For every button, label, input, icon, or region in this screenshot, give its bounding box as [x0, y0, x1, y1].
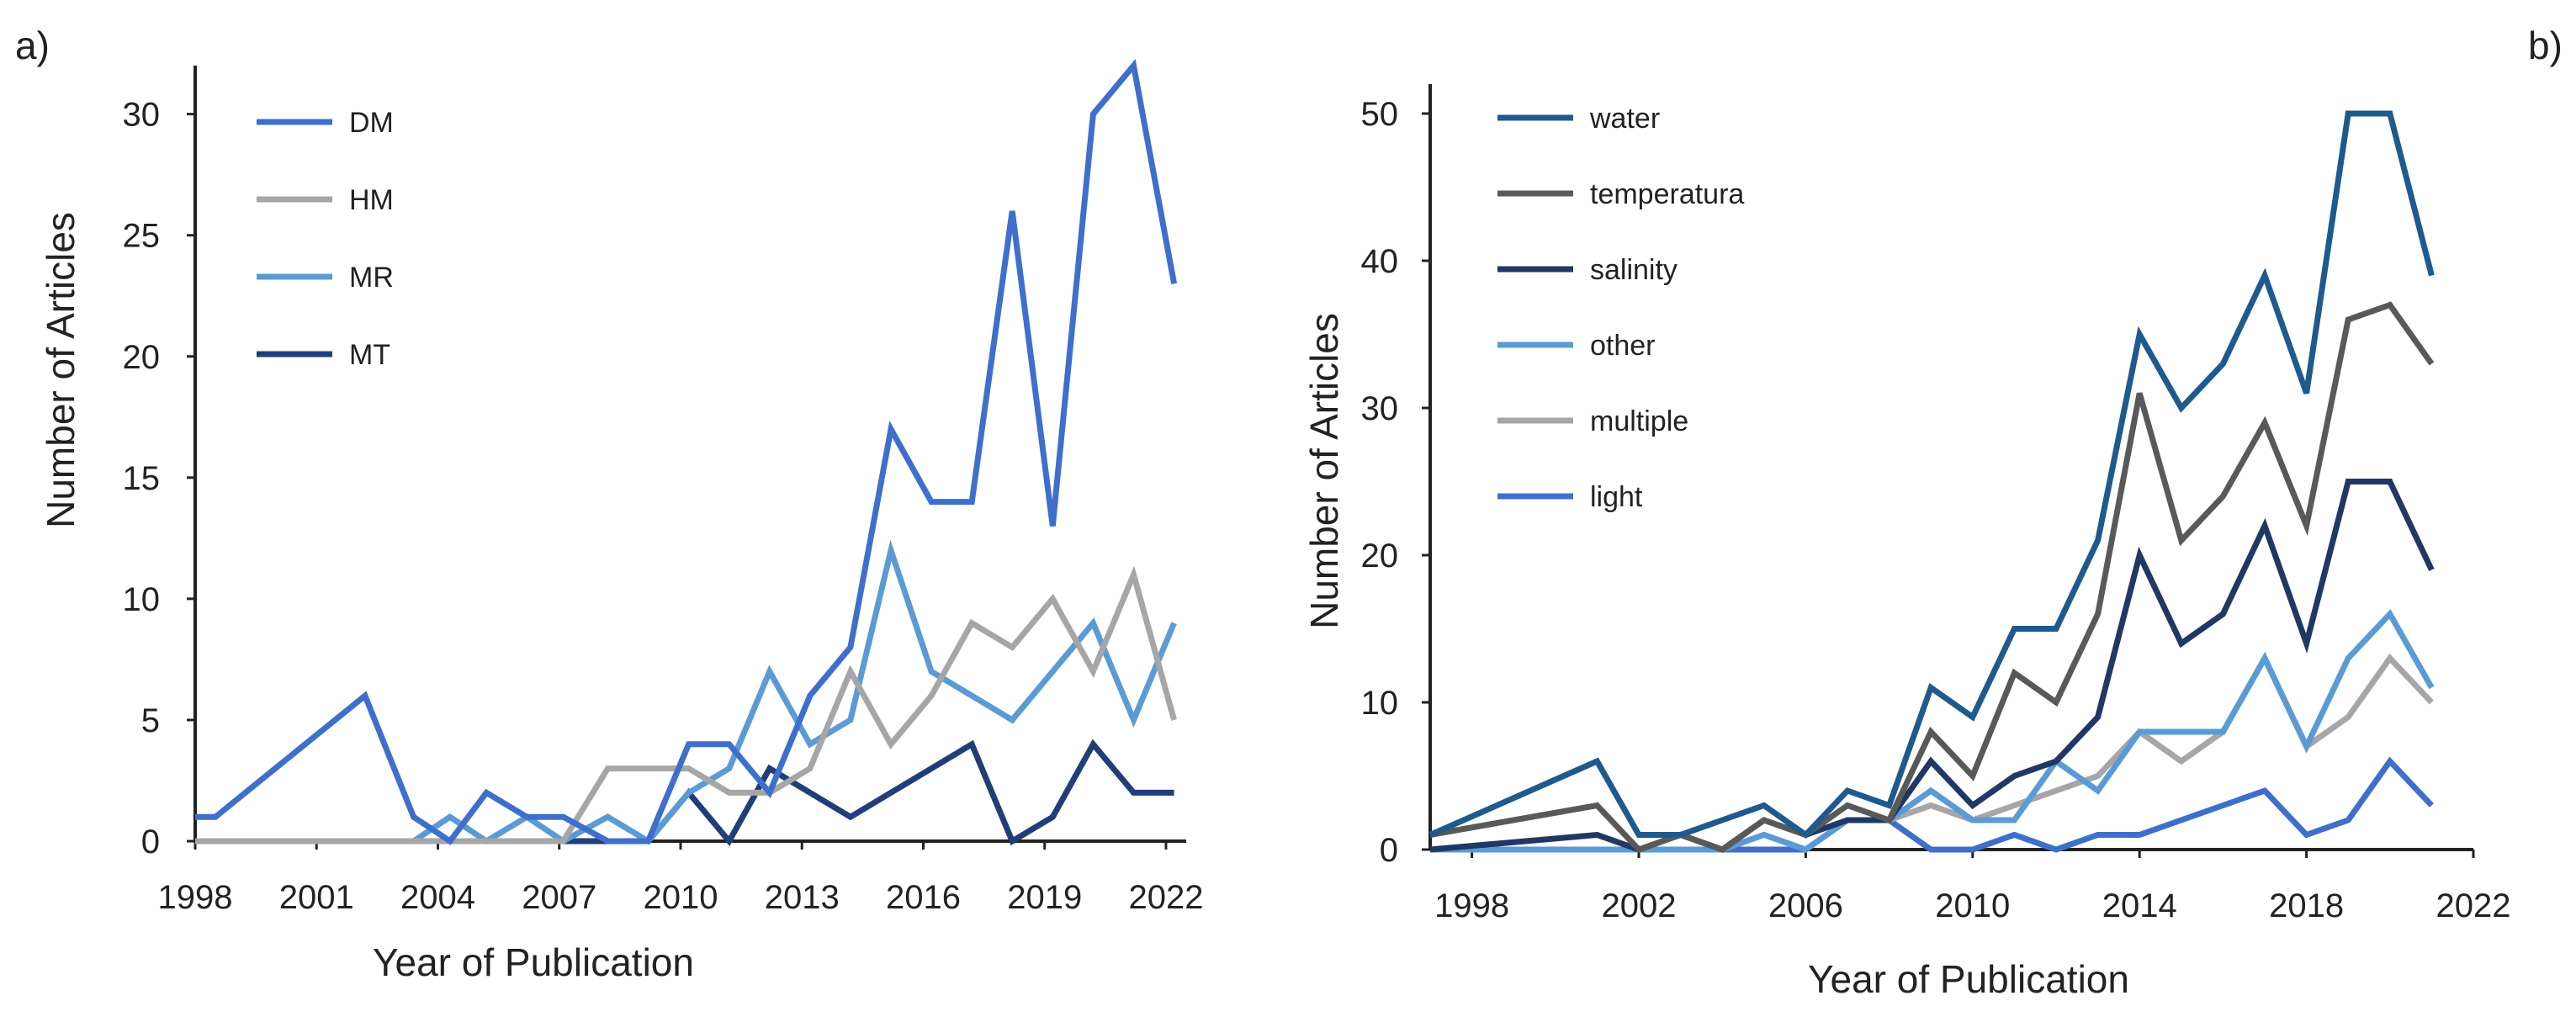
panel-a-series-line-DM	[195, 59, 1178, 845]
panel-b-y-tick-label: 10	[1361, 685, 1399, 722]
panel-a-y-tick-label: 10	[123, 581, 161, 618]
panel-b-x-tick-label: 2006	[1768, 887, 1843, 924]
panel-a-legend-label-MT: MT	[349, 339, 390, 371]
panel-a-legend-label-DM: DM	[349, 107, 394, 139]
panel-b-label: b)	[2528, 24, 2563, 67]
panel-a-series	[195, 59, 1178, 847]
panel-a-y-tick-label: 20	[123, 339, 161, 376]
panel-b-x-tick-label: 2022	[2436, 887, 2511, 924]
panel-b-y-tick-label: 40	[1361, 243, 1399, 280]
panel-b-y-tick-label: 20	[1361, 537, 1399, 575]
panel-a-x-axis-title: Year of Publication	[373, 940, 694, 984]
panel-b-series-line-temperatura	[1429, 301, 2435, 854]
panel-a-chart: a) 0 5 10 15 20 25 30 1998 2001 2004 2007 2010 2013 2…	[15, 24, 1203, 984]
panel-a-legend: DM HM MR MT	[257, 107, 394, 371]
panel-a-series-line-HM	[195, 565, 1177, 845]
panel-b-chart: b) 0 10 20 30 40 50 1998 2002 2006 2010 2014 2018 20…	[1302, 24, 2563, 1001]
panel-b-series-line-salinity	[1429, 479, 2435, 853]
panel-a-x-tick-label: 2016	[886, 879, 961, 916]
panel-b-y-tick-label: 50	[1361, 96, 1399, 133]
panel-b-y-tick-label: 30	[1361, 390, 1399, 427]
panel-b-x-tick-label: 2010	[1935, 887, 2010, 924]
panel-b-legend-label-multiple: multiple	[1590, 405, 1688, 437]
panel-a-x-tick-label: 2022	[1128, 879, 1203, 916]
panel-b-y-tick-label: 0	[1380, 832, 1398, 869]
panel-a-x-tick-label: 2013	[765, 879, 840, 916]
panel-b-legend-label-salinity: salinity	[1590, 254, 1678, 286]
panel-a-y-axis-title: Number of Articles	[39, 212, 82, 528]
panel-b-legend-label-light: light	[1590, 481, 1643, 513]
panel-a-y-tick-label: 0	[141, 823, 160, 860]
panel-b-x-tick-label: 2014	[2102, 887, 2177, 924]
panel-b-legend-label-temperatura: temperatura	[1590, 178, 1744, 210]
panel-b-legend-label-other: other	[1590, 330, 1656, 362]
panel-b-x-axis-title: Year of Publication	[1808, 957, 2129, 1001]
panel-b-series	[1428, 110, 2435, 854]
panel-b-y-axis-title: Number of Articles	[1302, 313, 1346, 629]
panel-b-axes: 0 10 20 30 40 50 1998 2002 2006 2010 2014 2018 2022	[1361, 84, 2511, 924]
panel-a-x-tick-label: 2019	[1007, 879, 1082, 916]
panel-b-series-line-water	[1428, 110, 2435, 839]
panel-a-y-tick-label: 15	[123, 460, 161, 497]
panel-a-axes: 0 5 10 15 20 25 30 1998 2001 2004 2007 2010 2013 2016…	[123, 66, 1203, 916]
panel-b-x-tick-label: 1998	[1434, 887, 1509, 924]
panel-b-legend: water temperatura salinity other multiple lig…	[1497, 103, 1744, 513]
panel-a-legend-label-MR: MR	[349, 262, 394, 294]
panel-b-series-line-other	[1430, 609, 2435, 853]
panel-b-x-tick-label: 2018	[2269, 887, 2344, 924]
panel-a-series-line-MR	[195, 539, 1177, 845]
panel-a-label: a)	[15, 24, 50, 67]
panel-a-legend-label-HM: HM	[349, 184, 394, 216]
panel-a-y-tick-label: 30	[123, 97, 161, 134]
panel-a-x-tick-label: 2004	[400, 879, 475, 916]
panel-a-y-tick-label: 5	[141, 702, 160, 739]
panel-a-x-tick-label: 1998	[158, 879, 233, 916]
panel-a-x-tick-label: 2001	[279, 879, 354, 916]
panel-a-x-tick-label: 2010	[643, 879, 718, 916]
panel-a-x-tick-label: 2007	[522, 879, 596, 916]
panel-b-legend-label-water: water	[1589, 103, 1660, 135]
panel-a-y-tick-label: 25	[123, 218, 161, 255]
panel-b-x-tick-label: 2002	[1602, 887, 1677, 924]
